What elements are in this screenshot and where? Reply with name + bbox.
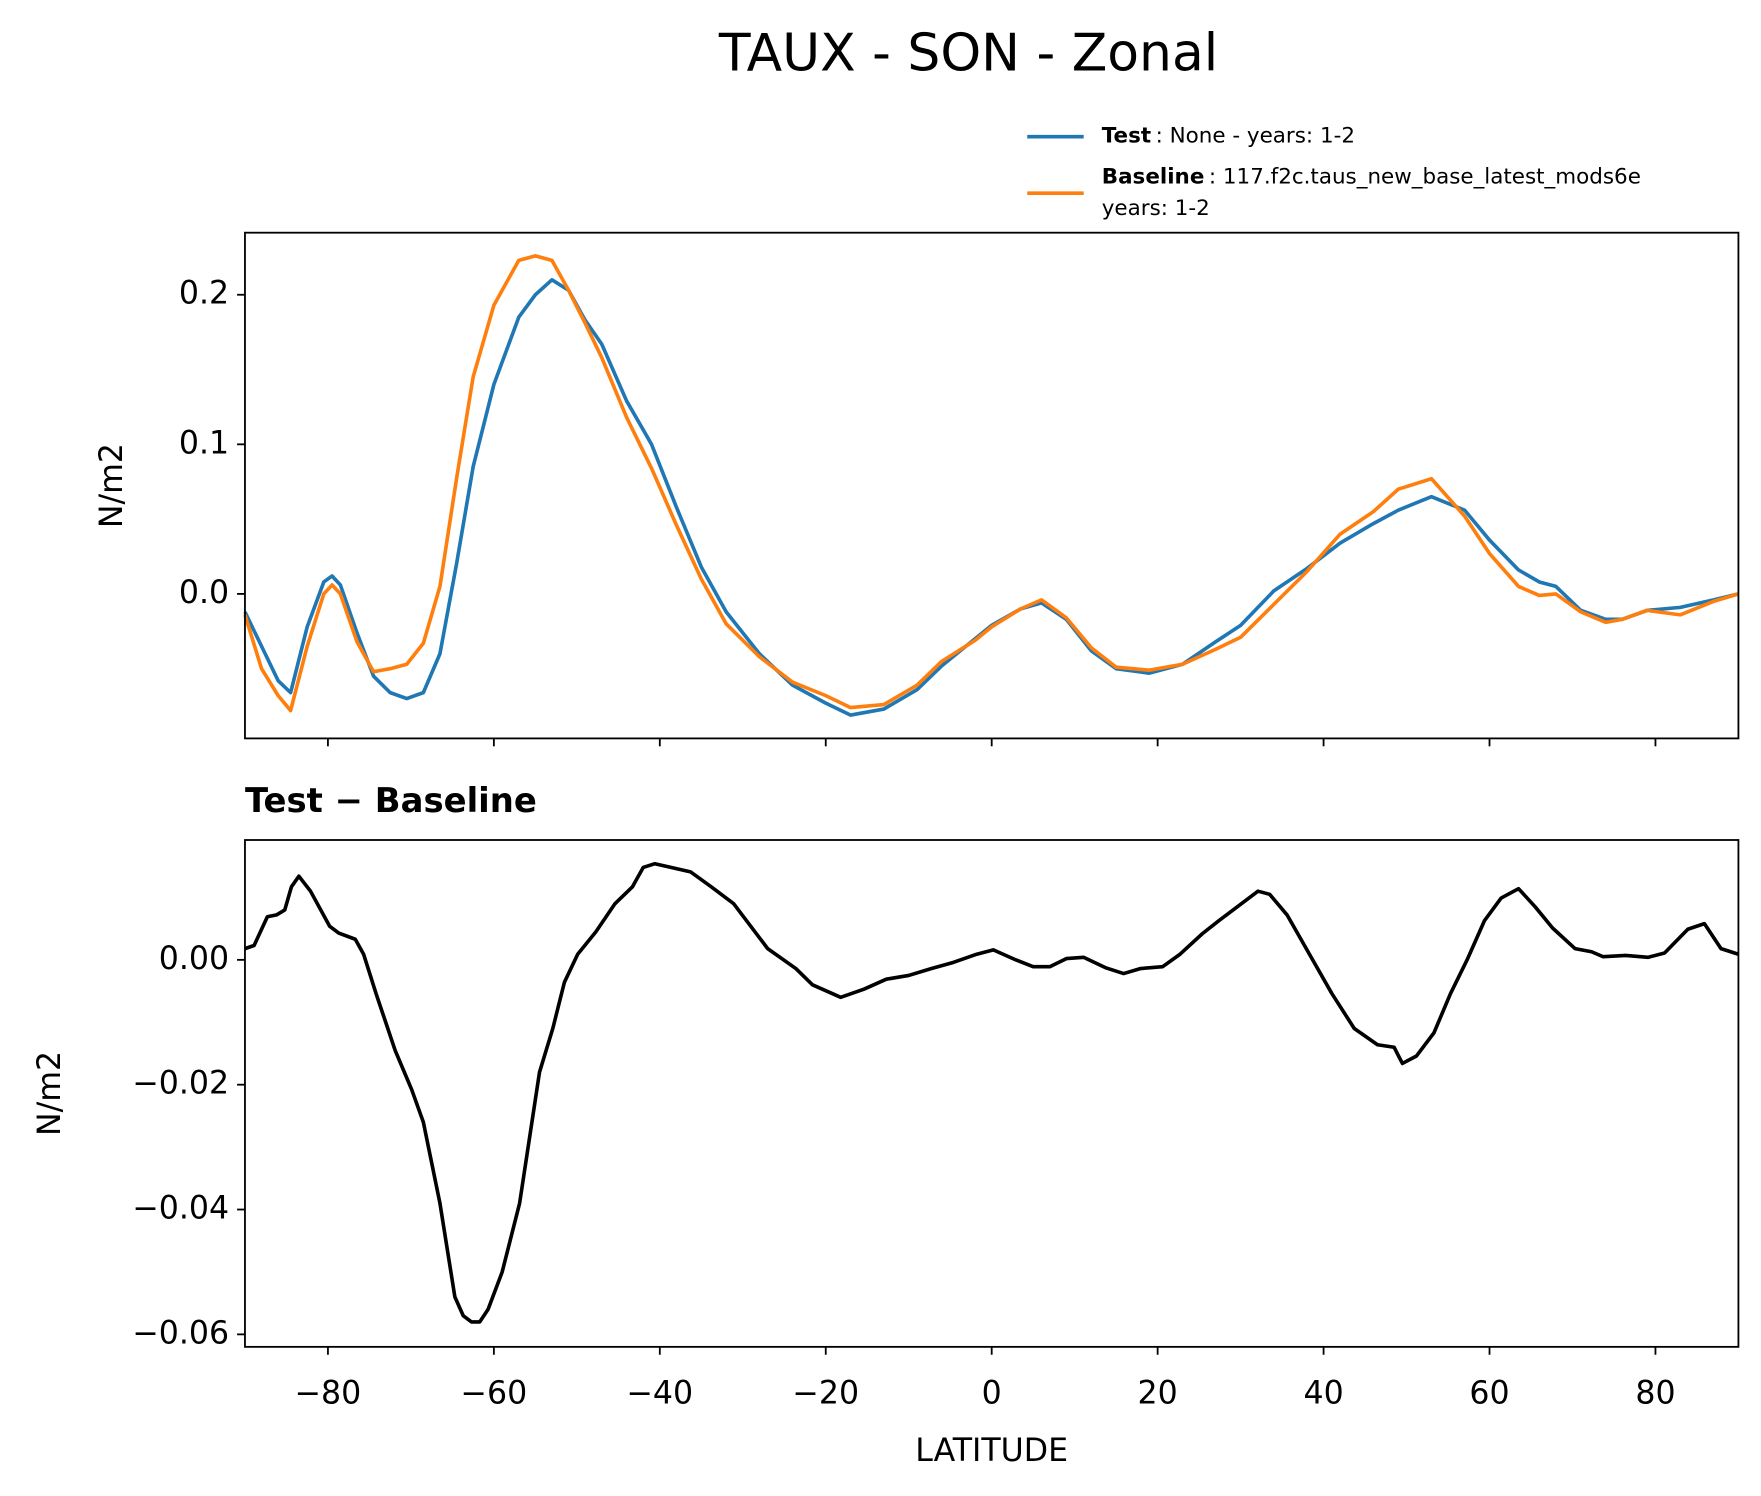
x-tick-label: −80 [295, 1375, 362, 1411]
legend-entry: Baseline: 117.f2c.taus_new_base_latest_m… [1102, 164, 1641, 189]
legend-name: Test [1102, 124, 1151, 149]
y-tick-label: −0.04 [132, 1191, 229, 1227]
chart-title: TAUX - SON - Zonal [718, 24, 1218, 84]
x-tick-label: 0 [982, 1375, 1002, 1411]
x-tick-label: −60 [461, 1375, 528, 1411]
y-tick-label: −0.02 [132, 1066, 229, 1102]
plot-frame [244, 839, 1740, 1348]
y-tick-label: 0.2 [179, 276, 229, 312]
legend-entry: Test: None - years: 1-2 [1102, 124, 1355, 149]
plot-frame [244, 231, 1740, 740]
chart-title: Test − Baseline [245, 781, 537, 820]
legend-text: years: 1-2 [1102, 196, 1210, 221]
legend-name: Baseline [1102, 164, 1205, 189]
x-tick-label: 40 [1303, 1375, 1343, 1411]
x-axis-label: LATITUDE [915, 1433, 1068, 1469]
series-line [243, 277, 1739, 717]
x-tick-label: 80 [1635, 1375, 1675, 1411]
y-axis-label: N/m2 [32, 1051, 68, 1136]
y-axis-label: N/m2 [94, 443, 130, 528]
y-tick-label: 0.00 [159, 941, 229, 977]
x-tick-label: 60 [1469, 1375, 1509, 1411]
y-tick-label: 0.0 [179, 575, 229, 611]
x-tick-label: 20 [1138, 1375, 1178, 1411]
series-line [243, 254, 1739, 713]
y-tick-label: 0.1 [179, 425, 229, 461]
x-tick-label: −40 [626, 1375, 693, 1411]
series-line [244, 861, 1739, 1324]
legend-text: : 117.f2c.taus_new_base_latest_mods6e [1209, 164, 1641, 189]
y-tick-label: −0.06 [132, 1315, 229, 1351]
legend-text: : None - years: 1-2 [1156, 124, 1355, 149]
x-tick-label: −20 [792, 1375, 859, 1411]
